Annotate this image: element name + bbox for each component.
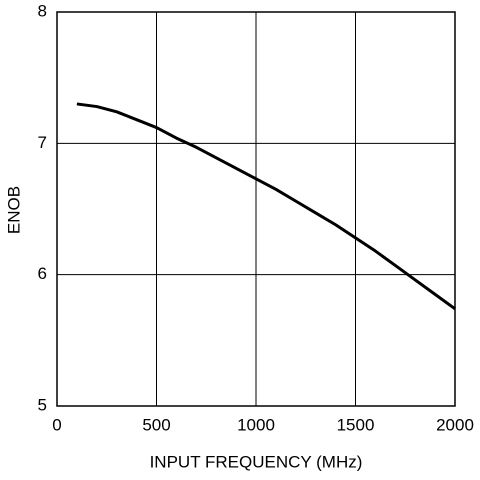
- plot-frame: [56, 11, 456, 407]
- y-tick-label: 8: [38, 1, 47, 20]
- y-tick-label: 7: [38, 133, 47, 152]
- y-tick-label: 6: [38, 264, 47, 283]
- data-line: [76, 102, 456, 311]
- x-axis-label: INPUT FREQUENCY (MHz): [150, 452, 363, 471]
- x-tick-label: 1500: [337, 415, 375, 434]
- x-tick-label: 1000: [237, 415, 275, 434]
- x-tick-label: 500: [142, 415, 170, 434]
- x-tick-label: 0: [52, 415, 61, 434]
- x-tick-label: 2000: [436, 415, 474, 434]
- y-tick-label: 5: [38, 395, 47, 414]
- y-axis-label: ENOB: [4, 186, 23, 234]
